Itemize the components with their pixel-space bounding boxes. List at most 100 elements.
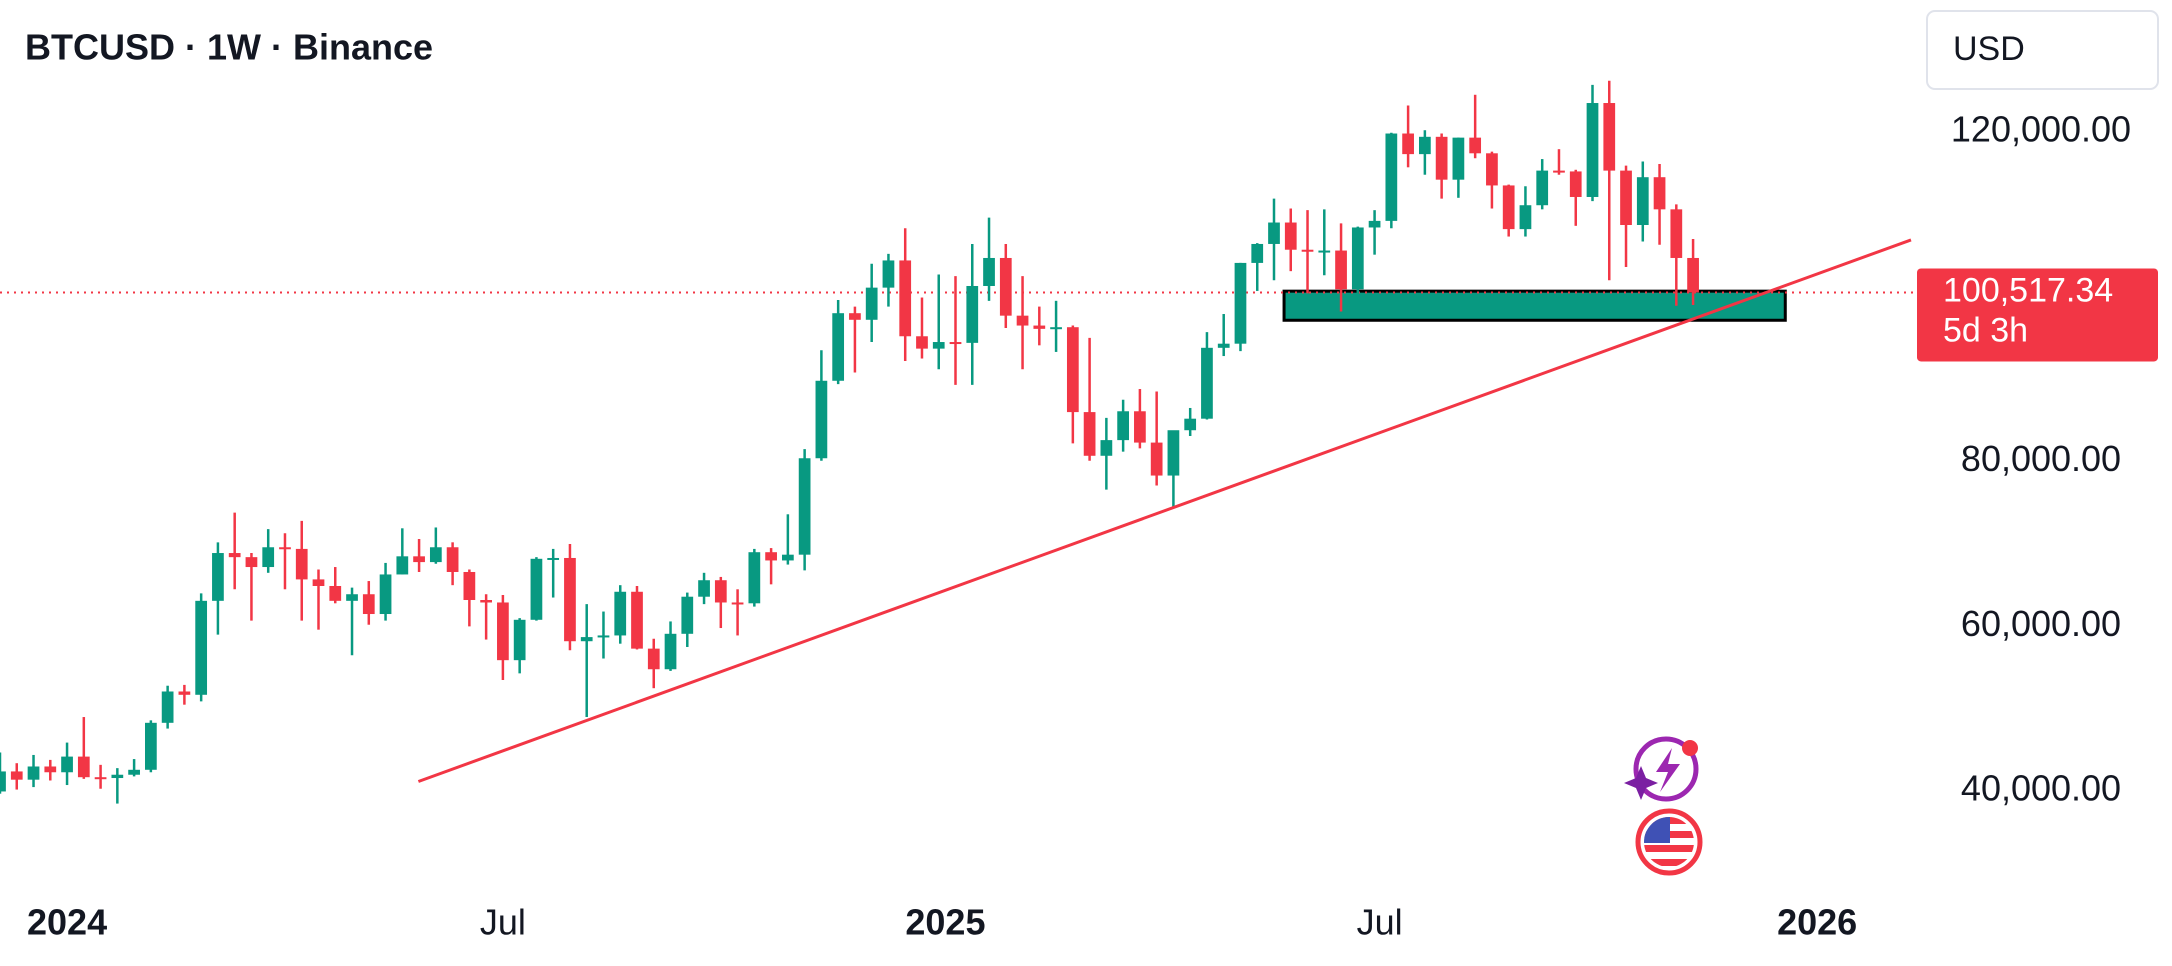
candle-body	[714, 580, 727, 603]
candle-body	[580, 637, 593, 642]
candle-body	[346, 594, 358, 601]
candle-body	[429, 547, 442, 563]
candle-body	[765, 552, 777, 561]
candle-body	[212, 553, 224, 601]
candle-body	[27, 766, 40, 780]
candle-body	[530, 558, 543, 620]
candle-body	[1469, 137, 1482, 154]
candle-body	[1620, 170, 1632, 226]
countdown-label: 5d 3h	[1943, 311, 2028, 349]
y-tick-label: 60,000.00	[1961, 603, 2121, 644]
candle-body	[1318, 250, 1331, 253]
candle-body	[748, 552, 761, 604]
event-icon[interactable]	[1635, 808, 1703, 876]
candle-body	[1569, 171, 1582, 197]
candle-body	[1150, 442, 1163, 476]
candle-body	[1435, 136, 1448, 180]
candle-body	[245, 557, 258, 568]
candle-body	[228, 553, 241, 558]
price-label-box	[1917, 268, 2158, 362]
candle-body	[1553, 170, 1565, 173]
candle-body	[1486, 153, 1498, 186]
candle-body	[463, 571, 476, 601]
candle-body	[1335, 250, 1347, 290]
candle-body	[698, 580, 710, 597]
candle-body	[446, 547, 459, 572]
candle-body	[0, 771, 6, 792]
candle-body	[564, 557, 576, 642]
candle-body	[145, 722, 157, 770]
candle-body	[815, 380, 828, 459]
x-tick-label: Jul	[1357, 902, 1403, 943]
currency-box[interactable]	[1926, 10, 2159, 90]
candle-body	[614, 591, 627, 636]
candle-body	[865, 287, 878, 320]
candle-body	[664, 633, 677, 670]
candle-body	[1066, 327, 1079, 413]
candle-body	[1100, 440, 1113, 456]
candle-body	[128, 769, 140, 775]
candle-body	[1284, 222, 1297, 250]
candle-body	[1653, 177, 1666, 210]
candle-body	[731, 602, 744, 605]
candle-body	[1234, 262, 1247, 344]
candle-body	[61, 756, 73, 773]
candle-body	[1368, 220, 1381, 228]
candle-body	[949, 342, 962, 345]
candle-body	[849, 313, 861, 320]
candle-body	[1033, 325, 1046, 329]
candle-body	[882, 260, 895, 288]
candle-body	[1251, 243, 1264, 263]
candle-body	[1117, 411, 1129, 441]
candle-body	[178, 691, 191, 695]
candle-body	[77, 756, 90, 778]
candle-body	[1134, 411, 1146, 443]
candle-body	[161, 691, 174, 723]
x-tick-label: 2025	[905, 902, 985, 943]
candle-body	[1586, 103, 1599, 197]
candle-body	[1452, 137, 1465, 180]
candle-body	[1201, 347, 1213, 419]
candle-body	[413, 556, 425, 563]
candle-body	[1217, 343, 1230, 348]
candle-body	[497, 602, 509, 661]
candle-body	[647, 648, 660, 670]
candle-body	[195, 600, 208, 695]
trendline	[417, 238, 1912, 783]
candle-body	[681, 596, 694, 634]
candle-body	[94, 777, 107, 780]
candle-body	[1536, 170, 1549, 206]
candle-body	[1670, 209, 1683, 258]
x-tick-label: Jul	[480, 902, 526, 943]
candle-body	[44, 766, 57, 773]
candle-body	[782, 554, 794, 561]
candle-body	[329, 585, 342, 601]
candle-body	[547, 557, 560, 560]
candle-body	[1385, 133, 1398, 221]
candle-body	[1083, 412, 1096, 456]
candle-body	[1687, 257, 1699, 293]
support-zone	[1282, 289, 1787, 322]
candle-body	[798, 458, 811, 555]
price-label: 100,517.34	[1943, 271, 2113, 309]
x-tick-label: 2026	[1777, 902, 1857, 943]
candle-body	[1351, 227, 1364, 290]
candle-body	[983, 257, 995, 286]
candle-body	[295, 548, 308, 580]
candle-body	[10, 771, 23, 780]
y-tick-label: 80,000.00	[1961, 438, 2121, 479]
currency-label[interactable]: USD	[1953, 30, 2025, 68]
candle-body	[111, 774, 124, 779]
y-tick-label: 40,000.00	[1961, 768, 2121, 809]
candle-body	[1050, 327, 1062, 330]
candle-body	[899, 260, 912, 337]
candle-body	[513, 619, 526, 661]
candle-body	[1402, 133, 1414, 155]
candle-body	[279, 547, 291, 550]
assistant-icon[interactable]	[1624, 736, 1699, 802]
candle-body	[1301, 249, 1314, 252]
candle-body	[597, 635, 610, 638]
candle-body	[262, 547, 275, 568]
candle-body	[1268, 222, 1280, 244]
